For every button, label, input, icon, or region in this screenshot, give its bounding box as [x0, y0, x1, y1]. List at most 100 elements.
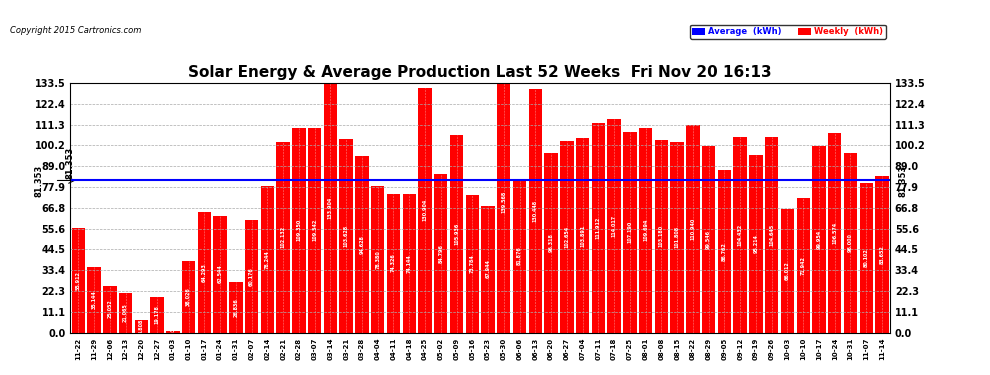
Bar — [182, 261, 195, 333]
Bar — [308, 128, 322, 333]
Bar — [387, 194, 400, 333]
Text: 66.012: 66.012 — [785, 261, 790, 280]
Text: 60.176: 60.176 — [249, 267, 254, 286]
Text: 109.350: 109.350 — [296, 219, 301, 242]
Text: 83.652: 83.652 — [879, 245, 884, 264]
Text: 6.808: 6.808 — [139, 318, 144, 334]
Bar — [497, 72, 511, 333]
Text: 25.052: 25.052 — [107, 300, 112, 318]
Bar — [119, 293, 133, 333]
Bar — [875, 176, 889, 333]
Text: 130.904: 130.904 — [423, 199, 428, 221]
Bar — [371, 186, 384, 333]
Text: 81.353: 81.353 — [898, 164, 907, 196]
Text: 86.762: 86.762 — [722, 242, 727, 261]
Bar — [340, 139, 352, 333]
Text: 80.102: 80.102 — [863, 248, 869, 267]
Text: 1.030: 1.030 — [170, 324, 175, 339]
Bar — [465, 195, 479, 333]
Text: 139.568: 139.568 — [501, 191, 506, 213]
Bar — [718, 170, 732, 333]
Bar — [103, 286, 117, 333]
Bar — [135, 320, 148, 333]
Text: 62.544: 62.544 — [218, 265, 223, 284]
Text: 55.912: 55.912 — [76, 271, 81, 290]
Text: 74.144: 74.144 — [407, 254, 412, 273]
Title: Solar Energy & Average Production Last 52 Weeks  Fri Nov 20 16:13: Solar Energy & Average Production Last 5… — [188, 66, 772, 81]
Legend: Average  (kWh), Weekly  (kWh): Average (kWh), Weekly (kWh) — [690, 25, 886, 39]
Text: 96.000: 96.000 — [848, 233, 853, 252]
Bar — [797, 198, 810, 333]
Bar — [560, 141, 573, 333]
Text: 26.836: 26.836 — [234, 298, 239, 317]
Text: 107.190: 107.190 — [628, 221, 633, 243]
Text: 103.180: 103.180 — [659, 225, 664, 247]
Bar — [229, 282, 243, 333]
Bar — [449, 135, 463, 333]
Bar — [276, 142, 290, 333]
Text: 106.574: 106.574 — [833, 222, 838, 244]
Bar — [654, 140, 668, 333]
Bar — [592, 123, 605, 333]
Text: 95.214: 95.214 — [753, 234, 758, 253]
Bar — [576, 138, 589, 333]
Text: 109.542: 109.542 — [312, 219, 317, 241]
Bar — [812, 146, 826, 333]
Text: 78.380: 78.380 — [375, 250, 380, 268]
Text: 78.244: 78.244 — [265, 250, 270, 269]
Bar — [608, 119, 621, 333]
Text: 81.353: 81.353 — [35, 164, 44, 196]
Text: 104.432: 104.432 — [738, 224, 742, 246]
Text: Copyright 2015 Cartronics.com: Copyright 2015 Cartronics.com — [10, 26, 142, 35]
Text: 130.448: 130.448 — [533, 200, 538, 222]
Bar — [292, 128, 306, 333]
Bar — [859, 183, 873, 333]
Text: 74.326: 74.326 — [391, 254, 396, 272]
Bar — [544, 153, 557, 333]
Bar — [843, 153, 857, 333]
Text: 110.940: 110.940 — [690, 218, 695, 240]
Bar — [828, 134, 842, 333]
Text: 71.942: 71.942 — [801, 256, 806, 275]
Bar — [529, 89, 542, 333]
Text: 102.654: 102.654 — [564, 225, 569, 248]
Bar — [260, 186, 274, 333]
Bar — [513, 180, 527, 333]
Bar — [765, 137, 778, 333]
Text: 96.318: 96.318 — [548, 233, 553, 252]
Bar — [781, 209, 794, 333]
Bar — [623, 132, 637, 333]
Bar — [434, 174, 447, 333]
Bar — [198, 212, 211, 333]
Bar — [166, 331, 179, 333]
Text: 101.808: 101.808 — [674, 226, 680, 249]
Text: 133.904: 133.904 — [328, 196, 333, 219]
Bar — [355, 156, 368, 333]
Bar — [481, 206, 495, 333]
Bar — [324, 82, 338, 333]
Text: 99.954: 99.954 — [817, 230, 822, 249]
Text: 35.144: 35.144 — [91, 290, 97, 309]
Text: 94.628: 94.628 — [359, 235, 364, 254]
Text: 38.026: 38.026 — [186, 288, 191, 306]
Text: 102.132: 102.132 — [280, 226, 286, 248]
Text: 21.065: 21.065 — [123, 303, 128, 322]
Bar — [150, 297, 163, 333]
Bar — [403, 194, 416, 333]
Text: 103.891: 103.891 — [580, 224, 585, 246]
Text: 111.912: 111.912 — [596, 217, 601, 239]
Bar — [734, 137, 746, 333]
Text: 114.017: 114.017 — [612, 215, 617, 237]
Bar — [245, 220, 258, 333]
Bar — [686, 125, 700, 333]
Text: 99.546: 99.546 — [706, 230, 711, 249]
Bar — [419, 88, 432, 333]
Bar — [749, 154, 762, 333]
Text: 73.784: 73.784 — [470, 254, 475, 273]
Bar — [87, 267, 101, 333]
Text: 84.796: 84.796 — [439, 244, 444, 263]
Text: 81.353: 81.353 — [65, 146, 74, 178]
Bar — [71, 228, 85, 333]
Text: 81.876: 81.876 — [517, 247, 522, 266]
Text: 104.645: 104.645 — [769, 224, 774, 246]
